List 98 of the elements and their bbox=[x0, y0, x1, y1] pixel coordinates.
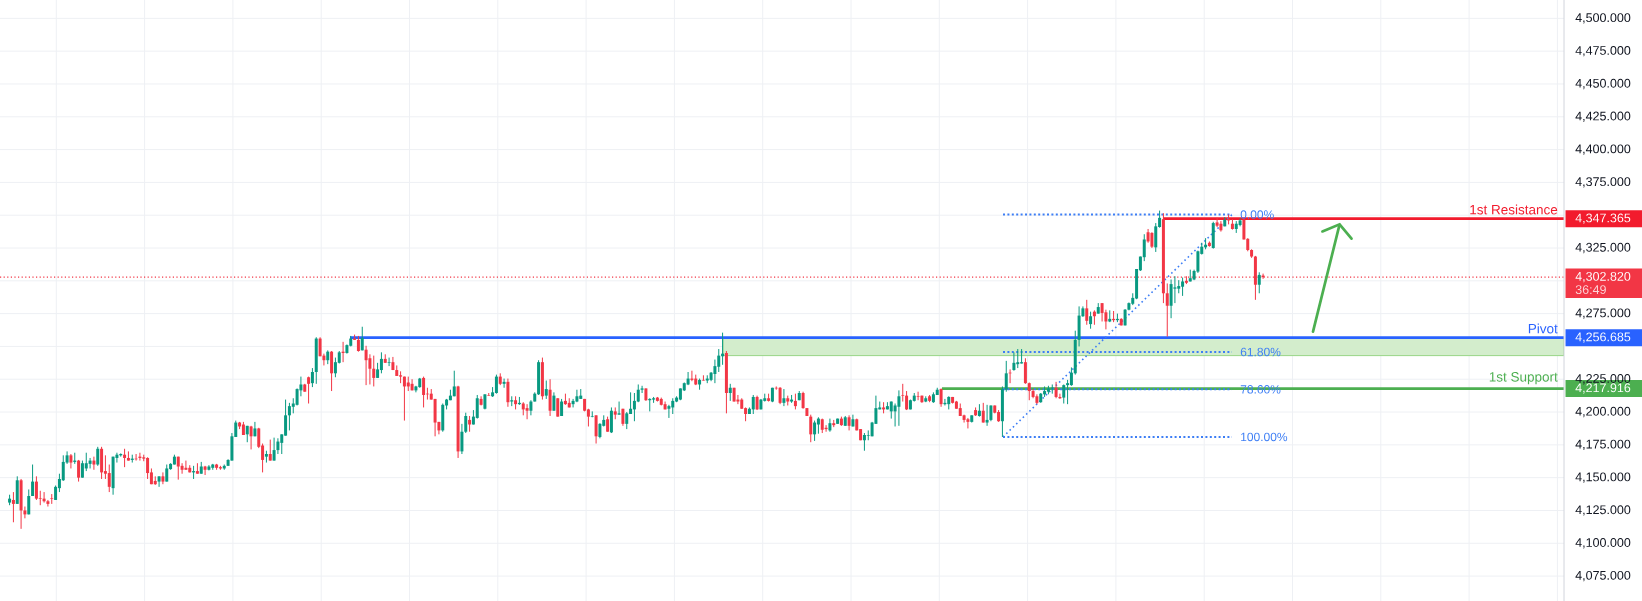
y-tick-label: 4,450.000 bbox=[1575, 78, 1631, 90]
candlestick bbox=[552, 391, 556, 412]
candlestick bbox=[571, 398, 575, 408]
candlestick bbox=[146, 456, 150, 480]
candlestick bbox=[34, 475, 38, 501]
candlestick bbox=[1069, 366, 1073, 387]
candlestick bbox=[307, 376, 311, 405]
y-tick-label: 4,500.000 bbox=[1575, 13, 1631, 24]
candlestick bbox=[1154, 222, 1158, 253]
candlestick bbox=[379, 351, 383, 374]
candlestick bbox=[100, 446, 104, 480]
y-tick-label: 4,475.000 bbox=[1575, 46, 1631, 57]
candlestick bbox=[575, 389, 579, 403]
ref-line-label: 1st Support bbox=[1489, 372, 1558, 385]
candlestick bbox=[985, 404, 989, 427]
ref-line-label: 0.00% bbox=[1240, 210, 1274, 219]
candlestick bbox=[310, 367, 314, 388]
candlestick bbox=[594, 414, 598, 445]
y-tick-label: 4,075.000 bbox=[1575, 570, 1631, 582]
y-tick-label: 4,347.365 bbox=[1575, 213, 1631, 224]
candlestick bbox=[268, 439, 272, 462]
candlestick bbox=[1004, 360, 1008, 393]
candlestick bbox=[1257, 271, 1261, 294]
candlestick bbox=[31, 464, 35, 497]
candlestick bbox=[897, 389, 901, 427]
candlestick bbox=[916, 391, 920, 401]
candlestick bbox=[548, 378, 552, 417]
candlestick bbox=[751, 394, 755, 415]
candlestick bbox=[161, 471, 165, 485]
candlestick bbox=[1169, 279, 1173, 319]
y-tick-label: 4,375.000 bbox=[1575, 177, 1631, 188]
ref-line-label: 100.00% bbox=[1241, 432, 1288, 442]
candlestick bbox=[1012, 351, 1016, 372]
y-tick-label: 4,256.685 bbox=[1575, 332, 1631, 343]
candlestick bbox=[809, 414, 813, 443]
candlestick bbox=[372, 355, 376, 387]
candlestick bbox=[544, 380, 548, 400]
candlestick bbox=[617, 401, 621, 416]
candlestick bbox=[813, 420, 817, 442]
candlestick bbox=[402, 376, 406, 422]
candlestick bbox=[1016, 348, 1020, 369]
candlestick bbox=[387, 357, 391, 367]
candlestick bbox=[15, 475, 19, 505]
candlestick bbox=[452, 370, 456, 397]
y-tick-label: 4,302.820 bbox=[1575, 271, 1631, 283]
ref-line-label: 1st Resistance bbox=[1470, 204, 1558, 215]
candlestick bbox=[92, 456, 96, 471]
y-tick-label: 4,150.000 bbox=[1575, 472, 1631, 483]
candlestick bbox=[1142, 233, 1146, 262]
y-tick-label: 4,425.000 bbox=[1575, 111, 1631, 122]
candlestick bbox=[203, 465, 207, 476]
candlestick bbox=[506, 378, 510, 408]
candlestick bbox=[981, 402, 985, 424]
candlestick bbox=[494, 374, 498, 395]
candlestick bbox=[107, 464, 111, 493]
candlestick bbox=[96, 446, 100, 467]
candlestick bbox=[502, 378, 506, 389]
candlestick bbox=[287, 402, 291, 431]
y-tick-label: 4,100.000 bbox=[1575, 538, 1631, 549]
candlestick bbox=[1219, 220, 1223, 233]
candlestick bbox=[272, 437, 276, 462]
y-tick-label: 4,325.000 bbox=[1575, 242, 1631, 254]
ref-line-label: 61.80% bbox=[1240, 347, 1281, 357]
candlestick bbox=[667, 404, 671, 419]
candlestick bbox=[422, 376, 426, 408]
candlestick bbox=[966, 417, 970, 429]
candlestick bbox=[1215, 217, 1219, 228]
candlestick bbox=[1165, 282, 1169, 338]
candlestick bbox=[525, 403, 529, 420]
y-tick-label: 4,200.000 bbox=[1575, 406, 1631, 418]
candlestick bbox=[433, 398, 437, 437]
candlestick bbox=[50, 493, 54, 505]
ref-line-label: Pivot bbox=[1528, 323, 1558, 334]
candlestick bbox=[88, 457, 92, 469]
y-tick-label: 4,275.000 bbox=[1575, 308, 1631, 319]
candlestick bbox=[157, 475, 161, 488]
candlestick bbox=[1023, 357, 1027, 385]
candlestick bbox=[556, 397, 560, 418]
y-tick-label: 4,175.000 bbox=[1575, 439, 1631, 450]
text: 36:49 bbox=[1575, 285, 1606, 295]
candlestick bbox=[330, 350, 334, 392]
y-tick-label: 4,225.000 bbox=[1575, 374, 1631, 385]
y-tick-label: 4,217.916 bbox=[1575, 383, 1631, 394]
candlestick bbox=[701, 374, 705, 382]
y-tick-label: 4,400.000 bbox=[1575, 144, 1631, 155]
y-tick-label: 4,125.000 bbox=[1575, 505, 1631, 516]
candlestick bbox=[410, 378, 414, 391]
candlestick bbox=[184, 460, 188, 471]
candlestick bbox=[364, 345, 368, 386]
candlestick bbox=[939, 387, 943, 408]
candlestick bbox=[782, 388, 786, 407]
candlestick bbox=[1062, 383, 1066, 405]
candlestick bbox=[1085, 299, 1089, 326]
candlestick bbox=[828, 418, 832, 433]
candlestick bbox=[27, 488, 31, 515]
candlestick bbox=[713, 359, 717, 384]
candlestick bbox=[1173, 275, 1177, 304]
candlestick bbox=[901, 383, 905, 403]
